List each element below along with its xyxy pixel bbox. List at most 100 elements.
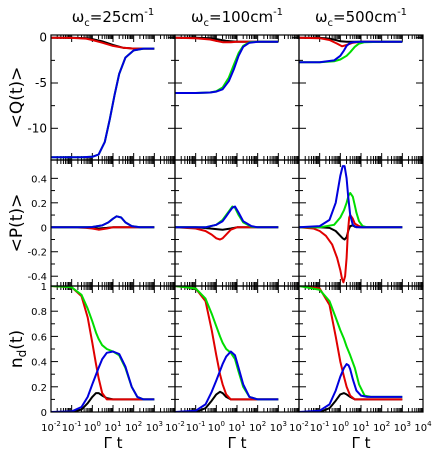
x-tick-label: 104 [414,420,432,434]
x-tick-label-exp: -1 [75,420,82,428]
y-tick-label: 0.4 [31,358,47,369]
x-tick-label-exp: -2 [178,420,185,428]
column-title-sub: c [328,18,334,29]
panel-frame [298,285,424,413]
x-tick-label: 100 [332,420,349,434]
panel-frame [50,34,176,161]
x-axis-label: Γ t [351,434,370,450]
series-line-green [51,286,155,401]
x-tick-label: 100 [208,420,225,434]
panel-0-1 [175,36,279,94]
column-title-omega: ω [72,8,85,26]
x-tick-label: 103 [270,420,287,434]
y-axis-label-sub: d [15,350,29,358]
series-line-red [175,286,279,401]
series-line-blue [299,165,403,229]
x-tick-label-exp: -2 [54,420,61,428]
y-axis-label-rest: (t) [7,330,27,350]
x-tick-label-exp: -1 [323,420,330,428]
column-title-value: =100cm [209,8,273,26]
column-title-sup: -1 [397,7,407,18]
series-line-red [175,226,279,241]
panel-frames [50,34,424,413]
y-tick-label: -5 [35,76,47,90]
y-axis-label: nd(t) [7,330,29,368]
x-tick-label-base: 10 [228,423,241,434]
column-title-value: =500cm [333,8,397,26]
x-tick-label: 10-2 [165,420,185,434]
series-line-green [51,47,155,159]
x-tick-label: 10-1 [310,420,330,434]
y-tick-label: -0.4 [27,272,47,283]
x-tick-label: 101 [228,420,245,434]
series-line-green [175,286,279,401]
x-tick-label-base: 10 [332,423,345,434]
y-tick-label: 0.2 [31,199,47,210]
x-tick-label-base: 10 [125,423,138,434]
x-tick-label: 10-2 [41,420,61,434]
series-line-blue [51,350,155,412]
x-tick-label: 102 [373,420,390,434]
panel-1-2 [299,165,403,284]
column-title-sub: c [204,18,210,29]
x-tick-label-exp: 2 [138,420,142,428]
series-line-red [299,214,403,284]
series-line-red [299,286,403,401]
column-title-sub: c [84,18,90,29]
y-tick-label: 1 [41,282,47,293]
y-axis-label-base: n [7,357,27,368]
x-tick-label-base: 10 [146,423,159,434]
column-title-sup: -1 [144,7,154,18]
x-tick-label-base: 10 [352,423,365,434]
x-tick-label-base: 10 [104,423,117,434]
series-line-blue [51,47,155,159]
x-tick-label-base: 10 [394,423,407,434]
x-tick-label-exp: 2 [262,420,266,428]
panel-0-2 [299,36,403,64]
panel-frame [174,285,300,413]
panel-2-0 [51,286,155,412]
x-tick-label: 101 [104,420,121,434]
series-line-blue [175,205,279,229]
y-tick-label: -0.2 [27,248,47,259]
x-tick-label-exp: 1 [365,420,369,428]
x-tick-label: 103 [146,420,163,434]
series-line-red [51,286,155,401]
x-tick-label-base: 10 [165,423,178,434]
panel-frame [50,285,176,413]
series-line-blue [175,350,279,412]
panel-frame [174,34,300,161]
y-tick-label: -10 [27,121,47,135]
panel-2-2 [299,286,403,412]
x-tick-label-base: 10 [414,423,427,434]
x-tick-label-exp: 3 [406,420,410,428]
y-tick-label: 0.6 [31,332,47,343]
x-axis-label: Γ t [227,434,246,450]
x-tick-label: 100 [84,420,101,434]
x-tick-label-base: 10 [289,423,302,434]
column-title-value: =25cm [90,8,145,26]
y-tick-label: 0.8 [31,307,47,318]
panel-0-0 [51,36,155,159]
x-tick-label-exp: -2 [302,420,309,428]
y-axis-label: <P(t)> [7,194,27,253]
x-tick-label: 101 [352,420,369,434]
x-tick-label-exp: -1 [199,420,206,428]
series-line-blue [51,215,155,229]
x-tick-label: 10-1 [186,420,206,434]
x-tick-label-exp: 0 [96,420,100,428]
series-line-red [51,36,155,50]
x-tick-label-base: 10 [310,423,323,434]
panel-frame [174,159,300,287]
x-tick-label-base: 10 [249,423,262,434]
x-tick-label-base: 10 [41,423,54,434]
column-title-omega: ω [315,8,328,26]
series-line-green [299,40,403,64]
series-line-blue [299,40,403,64]
y-axis-label: <Q(t)> [7,67,27,129]
panel-1-0 [51,215,155,231]
panel-frame [50,159,176,287]
series-line-blue [175,40,279,94]
x-tick-label-base: 10 [270,423,283,434]
